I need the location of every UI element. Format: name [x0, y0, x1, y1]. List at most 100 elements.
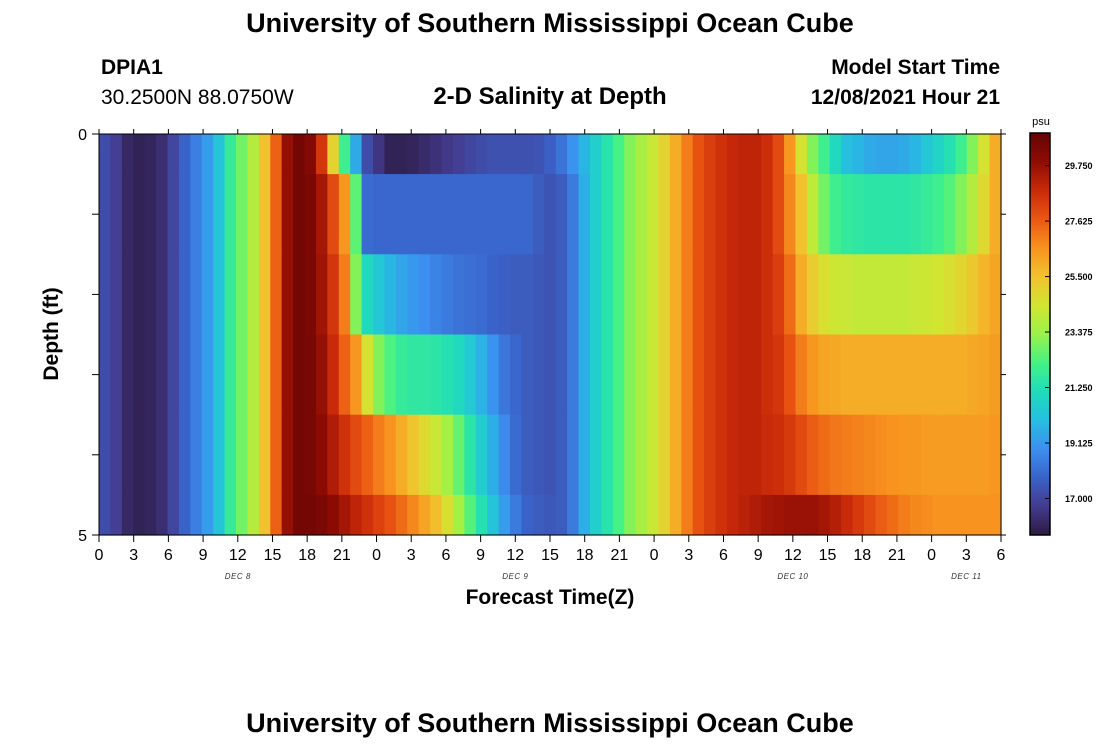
- heatmap-cell: [806, 134, 819, 175]
- heatmap-cell: [829, 174, 842, 255]
- heatmap-cell: [795, 254, 808, 336]
- heatmap-cell: [99, 134, 112, 175]
- heatmap-cell: [989, 494, 1002, 536]
- heatmap-cell: [510, 494, 523, 536]
- heatmap-cell: [110, 254, 123, 336]
- heatmap-cell: [955, 134, 968, 175]
- heatmap-cell: [373, 494, 386, 536]
- heatmap-cell: [304, 334, 317, 416]
- heatmap-cell: [601, 334, 614, 416]
- heatmap-cell: [407, 414, 420, 496]
- heatmap-cell: [510, 134, 523, 175]
- heatmap-cell: [589, 174, 602, 255]
- heatmap-cell: [943, 414, 956, 496]
- heatmap-cell: [350, 334, 363, 416]
- heatmap-cell: [201, 134, 214, 175]
- heatmap-cell: [190, 334, 203, 416]
- heatmap-cell: [738, 254, 751, 336]
- heatmap-cell: [921, 254, 934, 336]
- heatmap-cell: [510, 254, 523, 336]
- heatmap-cell: [955, 414, 968, 496]
- heatmap-cell: [521, 254, 534, 336]
- footer-title: University of Southern Mississippi Ocean…: [246, 708, 854, 738]
- x-tick-label: 6: [164, 547, 173, 564]
- heatmap-cell: [772, 334, 785, 416]
- heatmap-cell: [224, 414, 237, 496]
- plot-title: 2-D Salinity at Depth: [433, 83, 667, 110]
- heatmap-cell: [624, 334, 637, 416]
- heatmap-cell: [761, 174, 774, 255]
- colorbar-tick-label: 17.000: [1065, 494, 1093, 504]
- heatmap-cell: [418, 414, 431, 496]
- heatmap-cell: [452, 174, 465, 255]
- x-tick-label: 3: [129, 547, 138, 564]
- heatmap-cell: [806, 414, 819, 496]
- heatmap-cell: [898, 494, 911, 536]
- heatmap-cell: [898, 334, 911, 416]
- heatmap-cell: [795, 134, 808, 175]
- heatmap-cell: [475, 494, 488, 536]
- heatmap-cell: [350, 414, 363, 496]
- heatmap-cell: [658, 414, 671, 496]
- heatmap-cell: [361, 174, 374, 255]
- heatmap-cell: [361, 254, 374, 336]
- heatmap-cell: [658, 134, 671, 175]
- heatmap-cell: [966, 414, 979, 496]
- heatmap-cell: [658, 174, 671, 255]
- heatmap-cell: [806, 174, 819, 255]
- heatmap-cell: [898, 414, 911, 496]
- heatmap-cell: [886, 254, 899, 336]
- heatmap-cell: [532, 254, 545, 336]
- heatmap-cell: [304, 134, 317, 175]
- heatmap-cell: [909, 134, 922, 175]
- heatmap-cell: [156, 494, 169, 536]
- heatmap-cell: [738, 134, 751, 175]
- heatmap-cell: [384, 254, 397, 336]
- heatmap-cell: [806, 254, 819, 336]
- heatmap-cell: [178, 414, 191, 496]
- heatmap-cell: [293, 494, 306, 536]
- heatmap-cell: [761, 334, 774, 416]
- heatmap-cell: [441, 494, 454, 536]
- heatmap-cell: [921, 334, 934, 416]
- heatmap-cell: [589, 494, 602, 536]
- heatmap-cell: [692, 494, 705, 536]
- heatmap-cell: [532, 334, 545, 416]
- heatmap-cell: [829, 334, 842, 416]
- heatmap-cell: [487, 334, 500, 416]
- heatmap-cell: [761, 414, 774, 496]
- heatmap-cell: [726, 414, 739, 496]
- date-label: DEC 9: [502, 572, 528, 581]
- heatmap-cell: [178, 134, 191, 175]
- heatmap-cell: [784, 334, 797, 416]
- heatmap-cell: [612, 414, 625, 496]
- heatmap-cell: [487, 414, 500, 496]
- heatmap-cell: [704, 414, 717, 496]
- heatmap-cell: [327, 174, 340, 255]
- heatmap-cell: [647, 414, 660, 496]
- heatmap-cell: [487, 254, 500, 336]
- heatmap-cell: [281, 334, 294, 416]
- heatmap-cell: [407, 334, 420, 416]
- heatmap-cell: [464, 134, 477, 175]
- heatmap-cell: [658, 334, 671, 416]
- heatmap-cell: [201, 494, 214, 536]
- heatmap-cell: [784, 254, 797, 336]
- heatmap-cell: [681, 414, 694, 496]
- heatmap-cell: [464, 414, 477, 496]
- heatmap-cell: [761, 254, 774, 336]
- y-tick-label: 5: [78, 528, 87, 545]
- heatmap-cell: [635, 254, 648, 336]
- heatmap-cell: [224, 494, 237, 536]
- heatmap-cell: [281, 254, 294, 336]
- heatmap-cell: [578, 254, 591, 336]
- heatmap-cell: [110, 494, 123, 536]
- heatmap-cell: [361, 414, 374, 496]
- heatmap-cell: [110, 174, 123, 255]
- station-coordinates: 30.2500N 88.0750W: [101, 86, 294, 109]
- heatmap-cell: [110, 334, 123, 416]
- heatmap-cell: [452, 334, 465, 416]
- heatmap-cell: [373, 414, 386, 496]
- heatmap-cell: [395, 254, 408, 336]
- heatmap-cell: [532, 134, 545, 175]
